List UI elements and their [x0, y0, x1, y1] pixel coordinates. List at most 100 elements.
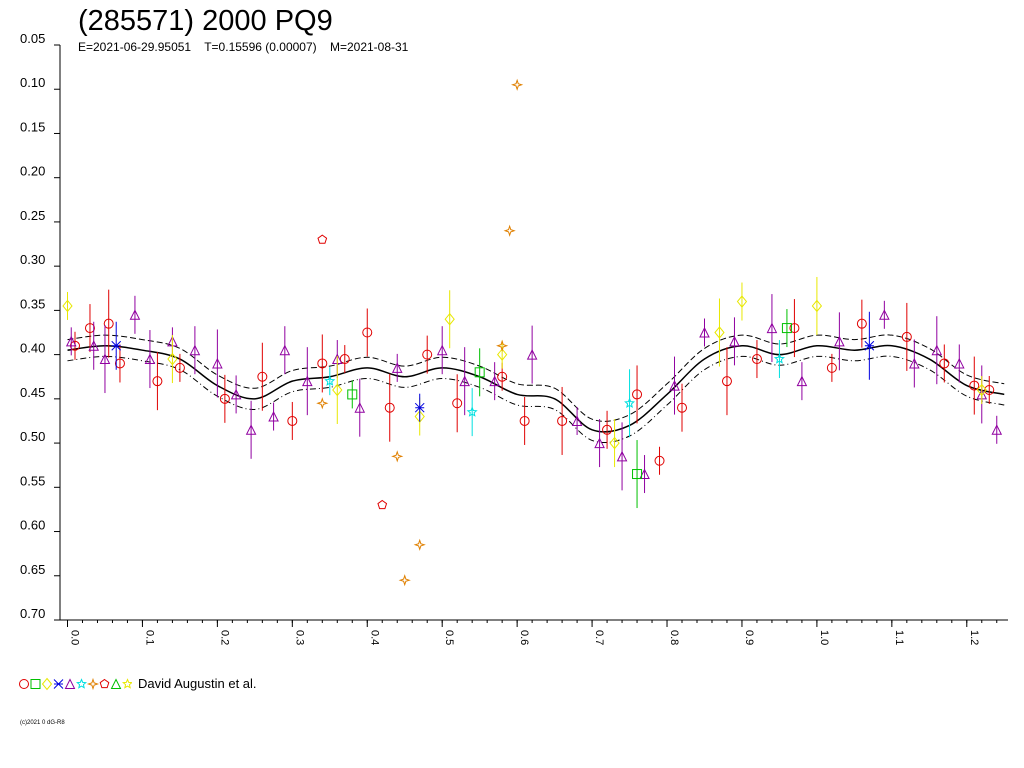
chart-subtitle: E=2021-06-29.95051 T=0.15596 (0.00007) M…: [78, 40, 409, 54]
x-tick-label: 0.7: [593, 630, 605, 645]
legend-marker: [75, 678, 88, 689]
fit-band-upper: [67, 334, 1005, 422]
data-point: [909, 357, 920, 369]
data-point-stroke: [864, 340, 875, 351]
data-point: [466, 406, 478, 417]
data-point: [88, 340, 100, 351]
x-tick-label: 1.0: [818, 630, 830, 645]
data-point: [103, 318, 114, 329]
data-point: [444, 312, 455, 326]
data-point: [354, 402, 366, 413]
data-point: [391, 450, 404, 463]
y-tick-label: 0.35: [20, 296, 45, 311]
data-point: [99, 353, 111, 365]
data-point: [834, 335, 845, 347]
x-tick-label: 0.8: [668, 630, 680, 645]
data-point: [422, 349, 433, 360]
data-point: [721, 376, 732, 387]
data-point: [714, 326, 725, 339]
data-point: [279, 344, 291, 356]
data-point: [654, 455, 665, 466]
data-point: [65, 335, 77, 347]
data-point: [152, 376, 163, 387]
data-point: [602, 424, 613, 435]
x-tick-label: 0.2: [218, 630, 230, 645]
x-tick-label: 1.1: [893, 630, 905, 645]
data-point: [414, 402, 425, 413]
data-point: [864, 340, 875, 351]
y-tick-label: 0.20: [20, 164, 45, 179]
legend-marker: [110, 678, 122, 689]
data-point: [901, 331, 912, 342]
legend-label: David Augustin et al.: [138, 675, 257, 691]
data-point: [557, 415, 568, 426]
data-point: [991, 424, 1003, 435]
legend-marker-stroke: [53, 679, 64, 689]
data-point: [781, 323, 792, 334]
data-point: [316, 397, 329, 410]
data-point: [976, 383, 987, 397]
data-point: [489, 375, 500, 387]
y-tick-label: 0.60: [20, 518, 45, 533]
data-point: [632, 469, 643, 480]
data-point: [639, 468, 650, 480]
data-point: [632, 389, 643, 400]
y-tick-label: 0.45: [20, 385, 45, 400]
data-point: [339, 354, 350, 365]
data-point: [287, 415, 298, 426]
y-tick-label: 0.55: [20, 473, 45, 488]
y-tick-label: 0.05: [20, 31, 45, 46]
data-point: [474, 367, 485, 378]
legend-marker: [30, 679, 41, 689]
legend-marker: [64, 678, 76, 689]
data-point: [677, 402, 688, 413]
x-tick-label: 1.2: [968, 630, 980, 645]
y-tick-label: 0.50: [20, 429, 45, 444]
chart-title: (285571) 2000 PQ9: [78, 5, 333, 37]
data-point: [609, 436, 620, 450]
data-point: [503, 224, 516, 237]
data-point: [452, 398, 463, 409]
data-point: [526, 348, 538, 360]
data-point: [212, 357, 223, 369]
data-point: [669, 379, 680, 391]
data-point: [931, 344, 943, 356]
data-point: [953, 357, 965, 369]
data-point: [856, 318, 867, 329]
data-point: [362, 327, 373, 338]
data-point: [174, 362, 185, 373]
data-point: [189, 344, 201, 356]
data-point: [729, 335, 740, 347]
fit-band-lower: [67, 355, 1005, 444]
data-point: [571, 415, 583, 426]
data-point: [497, 348, 508, 361]
data-point: [377, 499, 388, 510]
legend: David Augustin et al.: [18, 674, 257, 692]
data-point: [414, 410, 425, 423]
data-point-stroke: [111, 340, 122, 351]
data-point: [398, 574, 411, 587]
data-point: [324, 375, 336, 386]
legend-marker: [19, 679, 29, 689]
data-point: [129, 309, 141, 320]
data-point: [773, 353, 785, 364]
data-point: [826, 362, 837, 373]
data-point-stroke: [414, 402, 425, 413]
legend-marker: [121, 678, 132, 689]
data-point: [317, 358, 328, 369]
data-point: [84, 323, 95, 334]
data-point: [111, 340, 122, 351]
y-tick-label: 0.70: [20, 606, 45, 621]
data-point: [144, 353, 156, 365]
data-point: [497, 371, 508, 382]
x-tick-label: 0.3: [293, 630, 305, 645]
x-tick-label: 0.4: [368, 630, 380, 645]
data-point: [332, 383, 343, 397]
x-tick-label: 0.9: [743, 630, 755, 645]
fit-curve: [67, 344, 1005, 433]
data-point: [984, 385, 995, 395]
data-point: [268, 410, 279, 422]
data-point: [616, 450, 628, 462]
data-point: [939, 358, 950, 369]
